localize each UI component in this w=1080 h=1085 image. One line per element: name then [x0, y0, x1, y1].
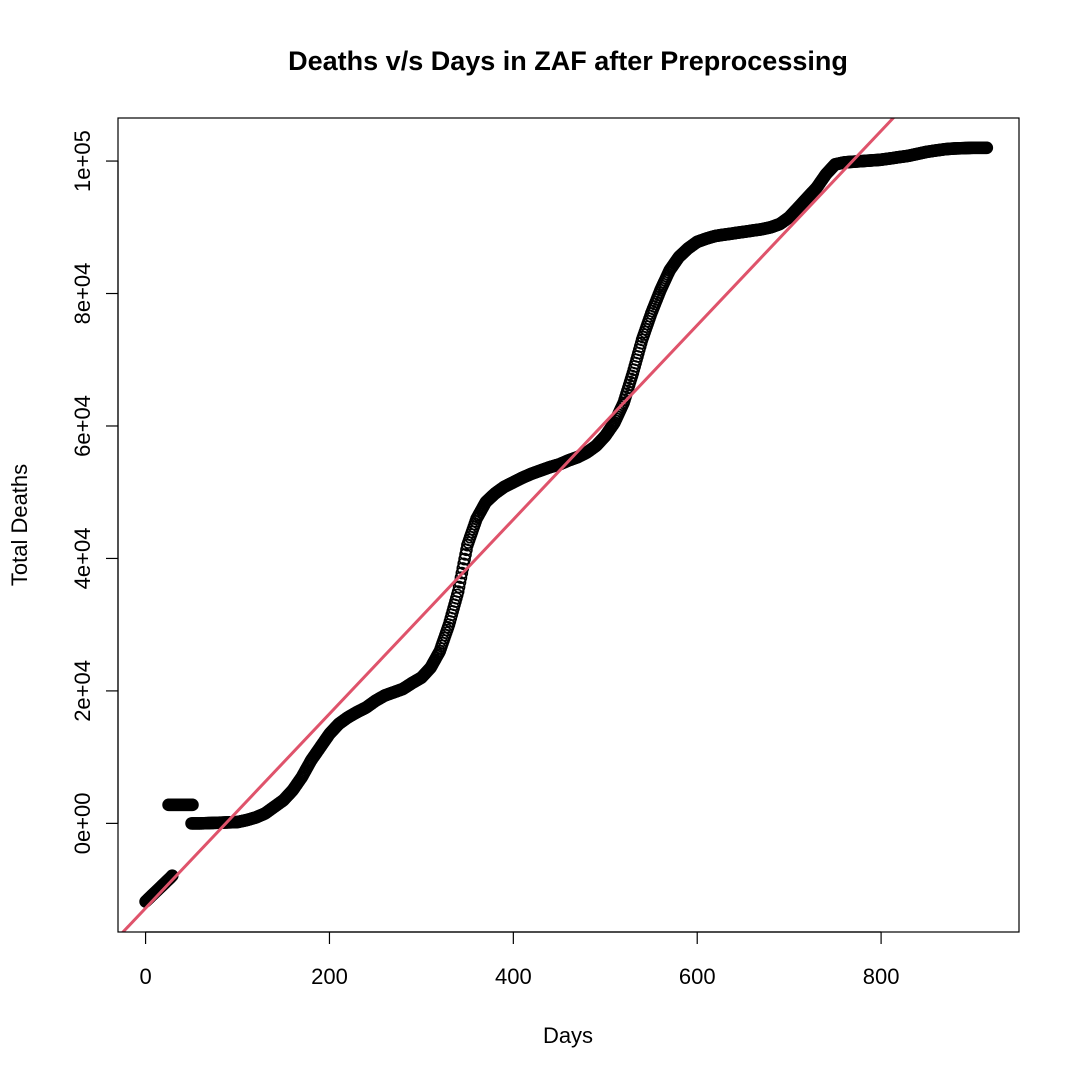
x-tick-label: 200: [311, 964, 348, 989]
y-tick-label: 1e+05: [70, 130, 95, 192]
x-tick-label: 600: [679, 964, 716, 989]
data-point: [451, 585, 465, 598]
plot-frame: [117, 117, 1020, 933]
data-point: [458, 552, 471, 566]
y-tick-label: 4e+04: [70, 528, 95, 590]
y-axis-label: Total Deaths: [7, 464, 32, 586]
regression-line: [120, 118, 896, 932]
chart-title: Deaths v/s Days in ZAF after Preprocessi…: [288, 46, 848, 76]
y-tick-label: 0e+00: [70, 792, 95, 854]
data-point: [980, 141, 994, 155]
data-point: [457, 557, 470, 571]
data-point: [454, 571, 468, 584]
x-tick-label: 400: [495, 964, 532, 989]
data-point: [186, 798, 199, 812]
y-tick-label: 8e+04: [70, 263, 95, 325]
data-point: [452, 580, 466, 594]
y-tick-label: 2e+04: [70, 660, 95, 722]
x-axis-label: Days: [543, 1023, 593, 1048]
y-tick-label: 6e+04: [70, 395, 95, 457]
data-point: [459, 548, 472, 561]
x-tick-label: 0: [139, 964, 151, 989]
x-tick-label: 800: [863, 964, 900, 989]
data-point: [455, 566, 469, 580]
plot-area: [120, 118, 994, 932]
